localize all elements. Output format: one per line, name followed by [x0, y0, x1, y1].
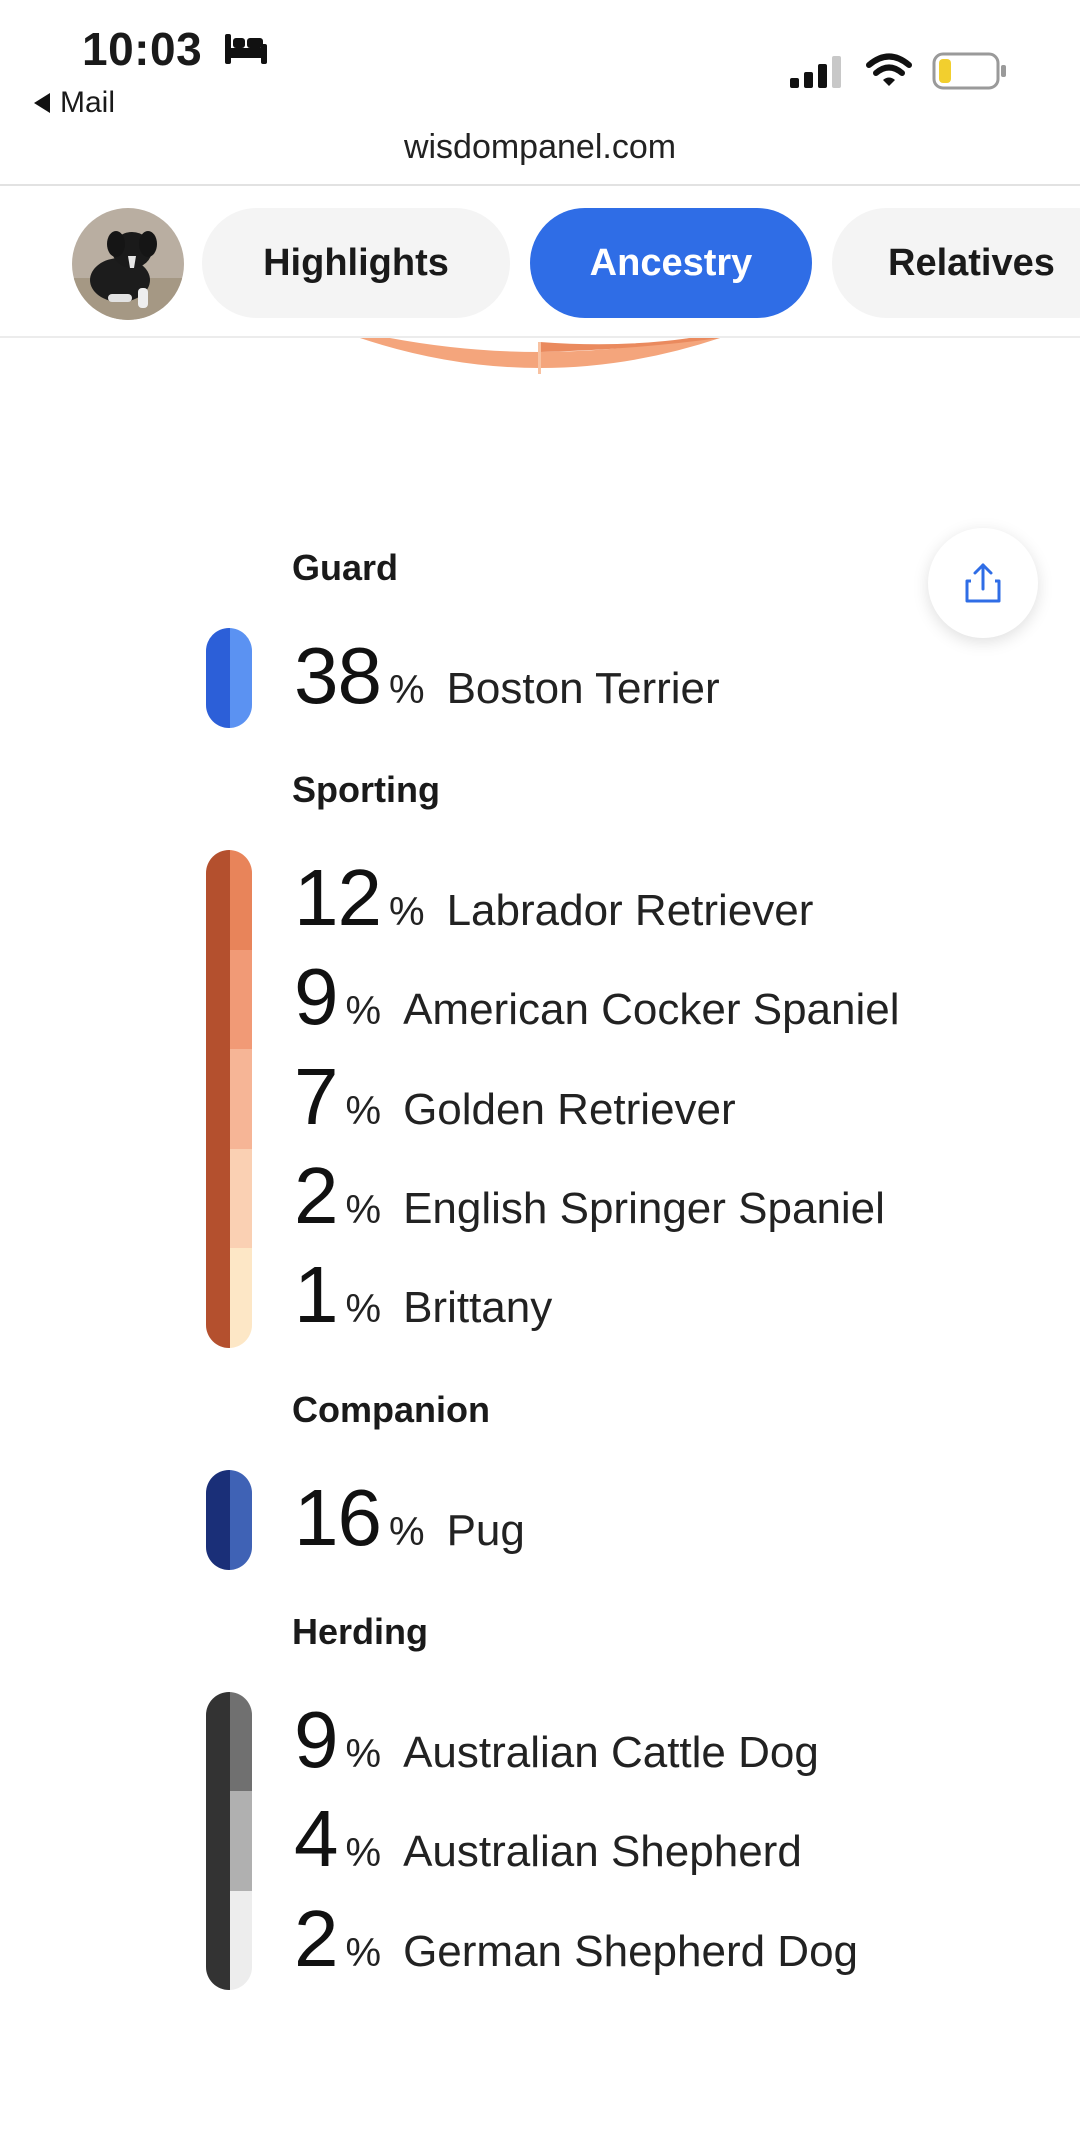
breed-name: Labrador Retriever: [446, 886, 814, 935]
tab-relatives[interactable]: Relatives: [832, 208, 1080, 318]
share-button[interactable]: [928, 528, 1038, 638]
back-label: Mail: [60, 86, 116, 119]
percent-symbol: %: [345, 1732, 382, 1776]
breed-name: Australian Cattle Dog: [403, 1728, 819, 1777]
breed-percent: 4: [294, 1794, 338, 1883]
breed-name: Brittany: [403, 1283, 553, 1332]
bed-icon: [225, 34, 267, 64]
percent-symbol: %: [388, 1510, 425, 1554]
breed-name: Pug: [446, 1506, 525, 1555]
breed-row: 38 % Boston Terrier: [294, 630, 720, 730]
tab-ancestry[interactable]: Ancestry: [530, 208, 812, 318]
sporting-bar: [206, 850, 252, 1348]
breed-percent: 12: [294, 853, 382, 942]
breed-row: 12 % Labrador Retriever: [294, 852, 813, 952]
wifi-icon: [866, 53, 912, 86]
breed-name: English Springer Spaniel: [403, 1184, 885, 1233]
breed-row: 16 % Pug: [294, 1472, 525, 1572]
breed-name: German Shepherd Dog: [403, 1927, 859, 1976]
breed-percent: 9: [294, 952, 338, 1041]
percent-symbol: %: [345, 989, 382, 1033]
tab-highlights[interactable]: Highlights: [202, 208, 510, 318]
breed-row: 2 % English Springer Spaniel: [294, 1150, 885, 1250]
breed-row: 1 % Brittany: [294, 1249, 552, 1349]
breed-row: 2 % German Shepherd Dog: [294, 1893, 858, 1993]
back-arrow-icon: [34, 93, 50, 113]
breed-name: Golden Retriever: [403, 1085, 736, 1134]
herding-bar: [206, 1692, 252, 1990]
section-nav: Highlights Ancestry Relatives: [0, 184, 1080, 338]
group-label-companion: Companion: [292, 1389, 490, 1430]
breed-name: Australian Shepherd: [403, 1827, 802, 1876]
breed-name: Boston Terrier: [446, 664, 720, 713]
companion-bar: [206, 1470, 252, 1570]
percent-symbol: %: [345, 1188, 382, 1232]
percent-symbol: %: [388, 890, 425, 934]
breed-percent: 16: [294, 1473, 382, 1562]
back-to-mail-link[interactable]: Mail: [34, 86, 115, 120]
breed-name: American Cocker Spaniel: [403, 985, 900, 1034]
breed-row: 9 % American Cocker Spaniel: [294, 951, 900, 1051]
share-icon: [965, 563, 1001, 603]
percent-symbol: %: [345, 1831, 382, 1875]
cellular-signal-icon: [790, 56, 841, 88]
breed-row: 9 % Australian Cattle Dog: [294, 1694, 819, 1794]
breed-percent: 1: [294, 1250, 338, 1339]
breed-percent: 2: [294, 1894, 338, 1983]
battery-icon: [932, 52, 1006, 90]
guard-bar: [206, 628, 252, 728]
breed-percent: 38: [294, 631, 382, 720]
dog-photo: [72, 208, 184, 320]
group-label-herding: Herding: [292, 1611, 429, 1652]
group-label-guard: Guard: [292, 547, 399, 588]
status-time: 10:03: [82, 23, 203, 75]
url-bar[interactable]: wisdompanel.com: [403, 128, 677, 166]
percent-symbol: %: [345, 1089, 382, 1133]
breed-row: 4 % Australian Shepherd: [294, 1793, 802, 1893]
breed-percent: 2: [294, 1151, 338, 1240]
ancestry-donut-chart: [360, 338, 720, 374]
percent-symbol: %: [345, 1931, 382, 1975]
breed-percent: 7: [294, 1052, 338, 1141]
breed-row: 7 % Golden Retriever: [294, 1051, 736, 1151]
dog-avatar[interactable]: [72, 208, 184, 320]
group-label-sporting: Sporting: [292, 769, 440, 810]
percent-symbol: %: [388, 668, 425, 712]
percent-symbol: %: [345, 1287, 382, 1331]
breed-percent: 9: [294, 1695, 338, 1784]
